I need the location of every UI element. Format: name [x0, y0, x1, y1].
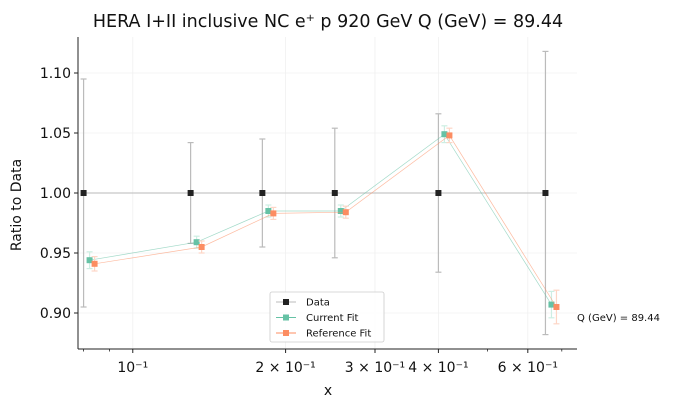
- legend: Data Current Fit Reference Fit: [269, 291, 385, 343]
- x-tick-label: 6 × 10⁻¹: [498, 360, 558, 376]
- legend-marker: [283, 330, 289, 336]
- plot-area: [80, 50, 560, 336]
- x-axis-label: x: [324, 383, 332, 399]
- y-tick-label: 1.00: [40, 186, 71, 202]
- data-point: [86, 257, 93, 264]
- series-line: [94, 134, 557, 308]
- data-point: [193, 239, 200, 246]
- data-point: [553, 304, 560, 310]
- legend-label: Data: [306, 298, 330, 309]
- x-tick-label: 3 × 10⁻¹: [345, 360, 405, 376]
- data-point: [91, 260, 98, 267]
- x-tick-label: 2 × 10⁻¹: [255, 360, 315, 376]
- data-point: [446, 132, 453, 139]
- data-point: [198, 244, 205, 250]
- y-axis-label: Ratio to Data: [9, 159, 25, 251]
- data-point: [337, 208, 344, 214]
- annotation: Q (GeV) = 89.44: [577, 313, 660, 324]
- legend-marker: [283, 299, 289, 305]
- y-tick-label: 0.90: [40, 306, 71, 322]
- data-point: [265, 208, 272, 214]
- chart-title: HERA I+II inclusive NC e⁺ p 920 GeV Q (G…: [93, 12, 563, 32]
- y-tick-label: 1.10: [40, 66, 71, 82]
- x-tick-label: 10⁻¹: [117, 360, 148, 376]
- data-point: [259, 190, 266, 196]
- legend-box: [269, 291, 385, 343]
- x-tick-label: 4 × 10⁻¹: [408, 360, 468, 376]
- legend-marker: [283, 314, 289, 321]
- series-current-fit: [86, 125, 555, 319]
- legend-label: Current Fit: [306, 313, 359, 324]
- data-point: [80, 190, 87, 196]
- series-data: [80, 50, 549, 336]
- series-line: [89, 133, 552, 305]
- data-point: [542, 190, 549, 196]
- data-point: [435, 190, 442, 196]
- legend-label: Reference Fit: [306, 329, 371, 340]
- data-point: [441, 131, 448, 138]
- series-reference-fit: [91, 127, 560, 325]
- data-point: [187, 190, 194, 196]
- axes: 0.90 0.95 1.00 1.05 1.10 10⁻¹ 2 × 10⁻¹ 3 × 10⁻¹…: [40, 66, 563, 376]
- data-point: [548, 301, 555, 308]
- y-tick-label: 0.95: [40, 246, 71, 262]
- y-tick-label: 1.05: [40, 126, 71, 142]
- data-point: [270, 210, 277, 217]
- data-point: [331, 190, 338, 196]
- data-point: [342, 209, 349, 216]
